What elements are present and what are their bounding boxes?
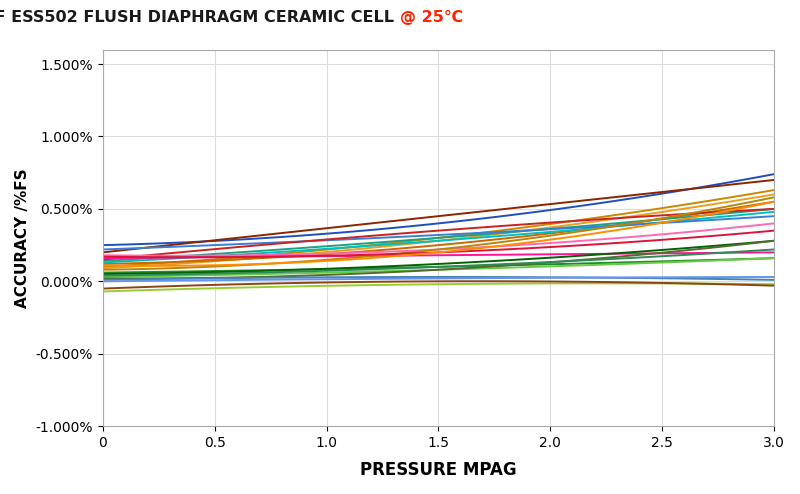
Y-axis label: ACCURACY /%FS: ACCURACY /%FS	[15, 168, 30, 308]
X-axis label: PRESSURE MPAG: PRESSURE MPAG	[360, 461, 517, 479]
Text: @ 25℃: @ 25℃	[400, 10, 463, 25]
Text: ACCURACY  PERFORMANCE OF ESS502 FLUSH DIAPHRAGM CERAMIC CELL: ACCURACY PERFORMANCE OF ESS502 FLUSH DIA…	[0, 10, 400, 25]
